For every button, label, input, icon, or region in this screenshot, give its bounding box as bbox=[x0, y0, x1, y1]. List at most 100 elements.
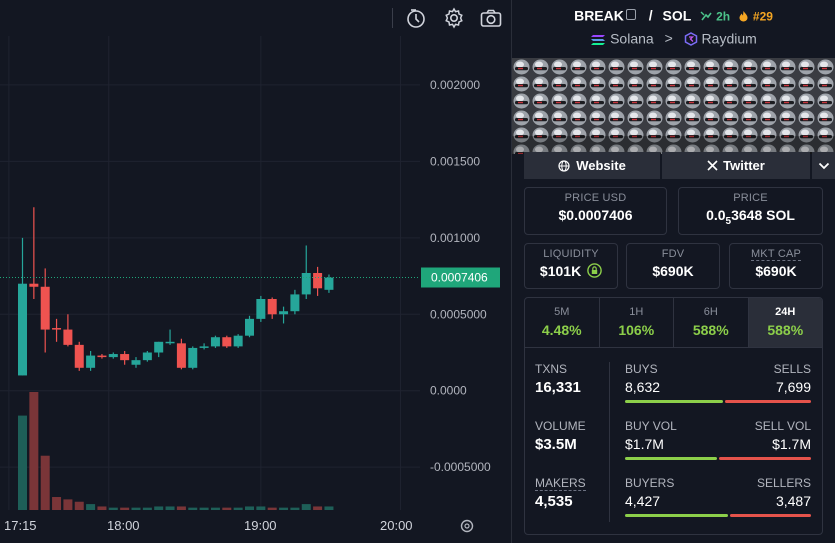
candle-body bbox=[40, 286, 50, 330]
x-logo-icon bbox=[707, 160, 718, 171]
candle-body bbox=[313, 273, 323, 289]
candle-body bbox=[199, 346, 209, 348]
sellers-label: SELLERS bbox=[756, 476, 811, 490]
candle-body bbox=[267, 298, 277, 315]
volume-bar bbox=[233, 507, 243, 510]
raydium-icon bbox=[684, 30, 702, 47]
price-axis-label: 0.001500 bbox=[430, 154, 480, 168]
tab-5m[interactable]: 5M 4.48% bbox=[525, 298, 600, 347]
candle-body bbox=[233, 335, 243, 347]
mktcap-label: MKT CAP bbox=[730, 248, 822, 261]
sells-value: 7,699 bbox=[775, 379, 811, 395]
candle-body bbox=[18, 283, 27, 376]
price-sol-value: 0.053648 SOL bbox=[679, 207, 822, 227]
twitter-label: Twitter bbox=[723, 158, 765, 173]
sellers-bar bbox=[730, 514, 811, 517]
axis-settings-icon[interactable] bbox=[460, 519, 474, 533]
candle-body bbox=[52, 328, 62, 330]
liquidity-box: LIQUIDITY $101K bbox=[524, 243, 618, 289]
rank-badge[interactable]: #29 bbox=[738, 7, 773, 23]
twitter-button[interactable]: Twitter bbox=[662, 152, 810, 179]
volume-bar bbox=[176, 506, 186, 510]
tab-change: 106% bbox=[618, 322, 655, 338]
time-axis-label: 18:00 bbox=[107, 518, 140, 533]
lock-icon[interactable] bbox=[587, 263, 602, 278]
tab-24h[interactable]: 24H 588% bbox=[748, 298, 822, 347]
volume-bar bbox=[222, 507, 232, 510]
website-label: Website bbox=[576, 158, 626, 173]
makers-label-text: MAKERS bbox=[535, 476, 586, 491]
buy-vol-label: BUY VOL bbox=[625, 419, 677, 433]
trending-icon bbox=[700, 11, 712, 21]
liquidity-value: $101K bbox=[525, 263, 617, 279]
globe-icon bbox=[558, 159, 570, 172]
buyers-bar bbox=[625, 514, 728, 517]
sells-label: SELLS bbox=[773, 362, 811, 376]
chart-toolbar bbox=[0, 0, 511, 36]
sell-vol-value: $1.7M bbox=[772, 436, 811, 452]
candle-body bbox=[245, 318, 254, 336]
fdv-label: FDV bbox=[661, 248, 685, 260]
makers-stat: MAKERS 4,535 bbox=[535, 476, 610, 510]
volume-bar bbox=[267, 507, 277, 510]
fdv-value: $690K bbox=[652, 263, 694, 279]
chart-pane[interactable]: 0.002000 0.001500 0.001000 0.0005000 0.0000 -… bbox=[0, 0, 511, 543]
tab-6h[interactable]: 6H 588% bbox=[674, 298, 749, 347]
pane-divider[interactable] bbox=[511, 0, 512, 543]
buy-vol-bar bbox=[625, 457, 717, 460]
volume-bar bbox=[199, 507, 209, 510]
quote-token: SOL bbox=[662, 7, 692, 24]
candle-body bbox=[108, 354, 118, 358]
liquidity-label: LIQUIDITY bbox=[543, 248, 599, 260]
volume-stat: VOLUME $3.5M bbox=[535, 419, 610, 453]
volume-bar bbox=[279, 507, 289, 510]
time-travel-icon[interactable] bbox=[404, 6, 428, 30]
price-sol-prefix: 0.0 bbox=[706, 207, 726, 223]
pair-header: BREAK / SOL 2h #29 bbox=[512, 6, 835, 26]
sell-vol-bar bbox=[719, 457, 811, 460]
copy-icon[interactable] bbox=[625, 8, 636, 20]
mktcap-label-text: MKT CAP bbox=[750, 248, 802, 261]
price-sol-box: PRICE 0.053648 SOL bbox=[678, 187, 823, 235]
dex-name[interactable]: Raydium bbox=[701, 30, 757, 47]
candle-body bbox=[222, 337, 232, 347]
time-axis-label: 17:15 bbox=[4, 518, 37, 533]
token-info-panel: BREAK / SOL 2h #29 Solana > Raydium bbox=[512, 0, 835, 543]
token-banner-image bbox=[512, 58, 835, 154]
candle-body bbox=[29, 283, 39, 287]
price-sol-rest: 3648 SOL bbox=[731, 207, 795, 223]
tab-1h[interactable]: 1H 106% bbox=[600, 298, 674, 347]
chevron-right-icon: > bbox=[664, 30, 673, 47]
volume-bar bbox=[97, 506, 107, 510]
camera-icon[interactable] bbox=[479, 6, 503, 30]
chain-dex-row: Solana > Raydium bbox=[512, 29, 835, 49]
buyers-value: 4,427 bbox=[625, 493, 661, 509]
gear-icon[interactable] bbox=[442, 6, 466, 30]
volume-bar bbox=[131, 507, 141, 510]
volume-value: $3.5M bbox=[535, 436, 577, 453]
volume-bar bbox=[301, 504, 311, 510]
time-axis-label: 19:00 bbox=[244, 518, 277, 533]
website-button[interactable]: Website bbox=[524, 152, 660, 179]
chain-name[interactable]: Solana bbox=[610, 30, 654, 47]
price-axis-label: -0.0005000 bbox=[430, 460, 491, 474]
price-sol-zero-count: 5 bbox=[725, 215, 732, 227]
price-axis-label: 0.002000 bbox=[430, 78, 480, 92]
trending-badge[interactable]: 2h bbox=[700, 7, 734, 23]
volume-bar bbox=[40, 455, 50, 510]
candle-body bbox=[324, 277, 334, 290]
volume-bar bbox=[324, 506, 334, 510]
sellers-value: 3,487 bbox=[775, 493, 811, 509]
liquidity-amount: $101K bbox=[539, 263, 582, 279]
current-price-tag bbox=[421, 267, 500, 288]
axis-settings-icon-center bbox=[464, 523, 470, 529]
timeframe-stats: 5M 4.48% 1H 106% 6H 588% 24H 588% TXNS 1… bbox=[524, 297, 823, 535]
candle-body bbox=[279, 311, 289, 315]
mktcap-value: $690K bbox=[755, 263, 797, 279]
fire-icon bbox=[739, 11, 748, 22]
more-links-button[interactable] bbox=[812, 152, 835, 179]
fdv-box: FDV $690K bbox=[626, 243, 720, 289]
price-chart[interactable]: 0.002000 0.001500 0.001000 0.0005000 0.0000 -… bbox=[0, 0, 511, 543]
base-token: BREAK bbox=[574, 7, 624, 24]
tab-change: 588% bbox=[692, 322, 729, 338]
